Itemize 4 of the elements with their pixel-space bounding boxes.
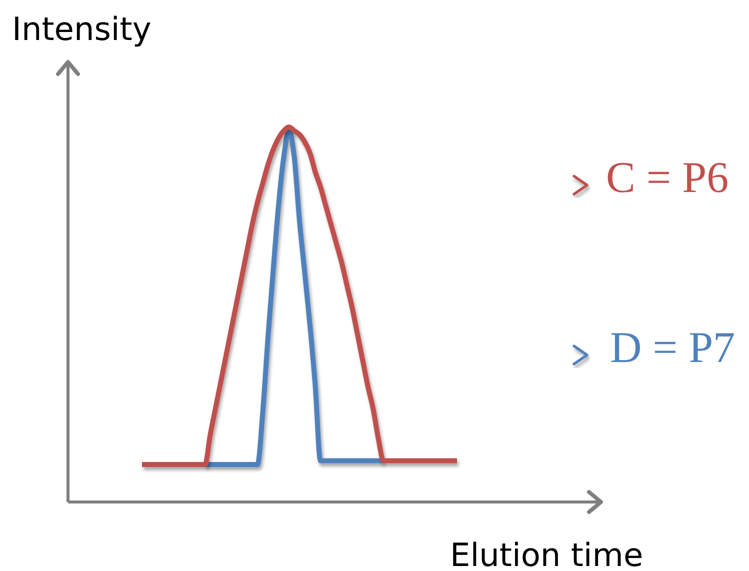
x-axis-title: Elution time bbox=[450, 536, 644, 571]
ref-line-label: D = P7 bbox=[610, 323, 736, 372]
ref-line-label: C = P6 bbox=[606, 153, 729, 202]
y-axis-title: Intensity bbox=[12, 10, 152, 48]
